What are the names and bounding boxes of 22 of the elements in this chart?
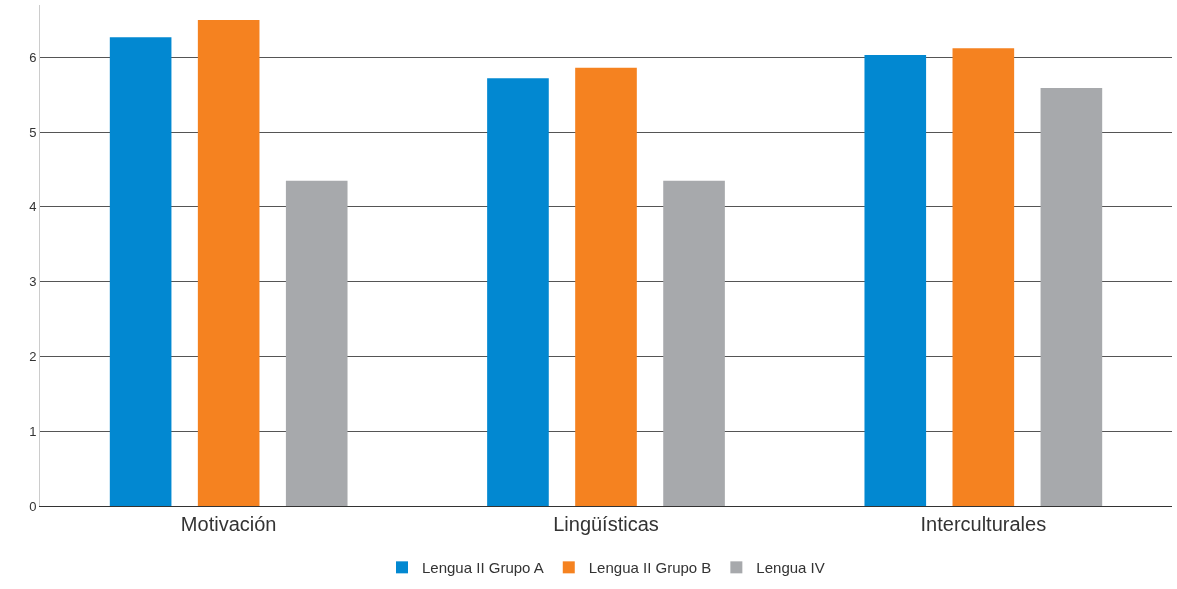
y-tick-label: 4: [29, 199, 37, 215]
legend-label: Lengua II Grupo A: [422, 559, 544, 577]
bar: [487, 78, 549, 506]
x-tick-label: Motivación: [180, 513, 277, 535]
legend-label: Lengua II Grupo B: [588, 559, 712, 577]
legend-label: Lengua IV: [756, 559, 825, 577]
bar: [663, 180, 725, 506]
x-tick-label: Interculturales: [920, 513, 1047, 535]
bar: [1040, 88, 1103, 506]
y-tick-label: 0: [29, 498, 37, 514]
bar: [864, 55, 927, 506]
bar: [285, 180, 348, 506]
x-tick-label: Lingüísticas: [553, 513, 659, 535]
bar: [952, 48, 1015, 506]
bar: [197, 19, 260, 506]
y-tick-label: 2: [29, 349, 37, 364]
y-tick-label: 1: [29, 423, 37, 439]
y-tick-label: 3: [29, 274, 37, 290]
y-tick-label: 6: [29, 49, 37, 65]
y-tick-label: 5: [29, 124, 37, 140]
bar: [109, 37, 172, 506]
bar: [575, 67, 637, 506]
